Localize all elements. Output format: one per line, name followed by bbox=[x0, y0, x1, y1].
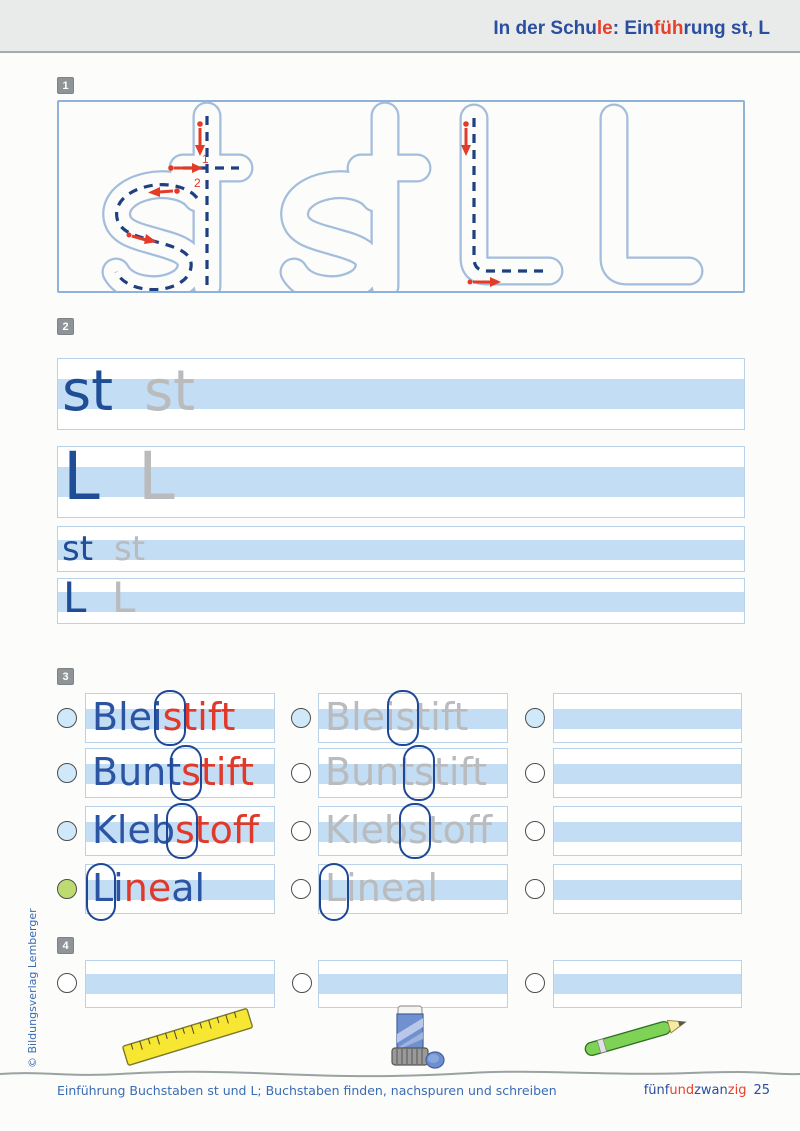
pencil-image bbox=[584, 1019, 687, 1056]
mark-circle[interactable] bbox=[291, 708, 311, 728]
title-segment: füh bbox=[653, 18, 684, 39]
answer-line-pencil[interactable] bbox=[553, 960, 742, 1008]
writing-band bbox=[58, 592, 744, 612]
writing-line-st-big: st st bbox=[57, 358, 745, 430]
section-2-badge: 2 bbox=[57, 318, 74, 335]
model-letters-blue: L bbox=[63, 573, 87, 622]
mark-circle[interactable] bbox=[525, 973, 545, 993]
section-1-badge: 1 bbox=[57, 77, 74, 94]
writing-band bbox=[58, 467, 744, 497]
title-segment: le bbox=[596, 18, 613, 39]
st-frame bbox=[387, 690, 419, 746]
page-header-band: In der Schule: Einführung st, L bbox=[0, 0, 800, 53]
glue-stick-image bbox=[391, 1005, 445, 1069]
mark-circle[interactable] bbox=[291, 821, 311, 841]
stroke-step-1: 1 bbox=[202, 152, 209, 166]
model-letters-gray: st bbox=[144, 359, 196, 424]
title-segment: : Ein bbox=[612, 18, 654, 39]
copyright-text: © Bildungsverlag Lemberger bbox=[26, 908, 39, 1068]
model-letters-gray: L bbox=[112, 573, 136, 622]
answer-line-ruler[interactable] bbox=[85, 960, 275, 1008]
model-letters-blue: st bbox=[62, 529, 94, 569]
st-frame bbox=[399, 803, 431, 859]
word-box-gray: Buntstift bbox=[318, 745, 508, 801]
word-klebstoff: Klebstoff bbox=[92, 808, 260, 852]
word-box-gray: Bleistift bbox=[318, 690, 508, 746]
mark-circle[interactable] bbox=[291, 879, 311, 899]
word-box-empty[interactable] bbox=[553, 748, 742, 798]
mark-circle[interactable] bbox=[525, 821, 545, 841]
footer-caption: Einführung Buchstaben st und L; Buchstab… bbox=[57, 1083, 557, 1098]
st-frame bbox=[170, 745, 202, 801]
title-segment: In der Schu bbox=[493, 18, 597, 39]
word-box-colored: Bleistift bbox=[85, 690, 275, 746]
writing-line-st-small: st st bbox=[57, 526, 745, 572]
title-segment: rung st, L bbox=[683, 18, 770, 39]
torn-edge-line bbox=[0, 1070, 800, 1078]
word-box-empty[interactable] bbox=[553, 806, 742, 856]
mark-circle[interactable] bbox=[57, 763, 77, 783]
section-3-badge: 3 bbox=[57, 668, 74, 685]
mark-circle[interactable] bbox=[525, 879, 545, 899]
word-box-empty[interactable] bbox=[553, 693, 742, 743]
page-number-value: 25 bbox=[753, 1083, 770, 1098]
page-number: fünfundzwanzig 25 bbox=[643, 1083, 770, 1098]
ruler-image bbox=[122, 1008, 253, 1066]
model-letters-blue: L bbox=[63, 438, 100, 515]
st-frame bbox=[166, 803, 198, 859]
mark-circle[interactable] bbox=[57, 708, 77, 728]
l-frame bbox=[319, 863, 349, 921]
word-box-colored: Lineal bbox=[85, 863, 275, 921]
stroke-step-2: 2 bbox=[194, 176, 201, 190]
mark-circle[interactable] bbox=[525, 708, 545, 728]
st-frame bbox=[403, 745, 435, 801]
mark-circle[interactable] bbox=[57, 821, 77, 841]
tracing-box: 1 2 bbox=[57, 100, 745, 293]
mark-circle[interactable] bbox=[291, 763, 311, 783]
writing-band bbox=[58, 540, 744, 560]
section-4-badge: 4 bbox=[57, 937, 74, 954]
answer-line-glue[interactable] bbox=[318, 960, 508, 1008]
stroke-direction-arrows: 1 2 bbox=[126, 121, 501, 287]
word-box-empty[interactable] bbox=[553, 864, 742, 914]
model-letters-gray: L bbox=[138, 438, 175, 515]
word-box-colored: Klebstoff bbox=[85, 803, 275, 859]
mark-circle[interactable] bbox=[57, 973, 77, 993]
l-frame bbox=[86, 863, 116, 921]
writing-line-l-big: L L bbox=[57, 438, 745, 518]
mark-circle[interactable] bbox=[292, 973, 312, 993]
tracing-letters-svg: 1 2 bbox=[59, 102, 743, 291]
writing-band bbox=[58, 379, 744, 409]
model-letters-gray: st bbox=[114, 529, 146, 569]
word-box-gray: Lineal bbox=[318, 863, 508, 921]
model-letters-blue: st bbox=[62, 359, 114, 424]
mark-circle[interactable] bbox=[525, 763, 545, 783]
mark-circle[interactable] bbox=[57, 879, 77, 899]
writing-line-l-small: L L bbox=[57, 573, 745, 624]
word-box-colored: Buntstift bbox=[85, 745, 275, 801]
word-box-gray: Klebstoff bbox=[318, 803, 508, 859]
page-title: In der Schule: Einführung st, L bbox=[493, 18, 770, 40]
st-frame bbox=[154, 690, 186, 746]
